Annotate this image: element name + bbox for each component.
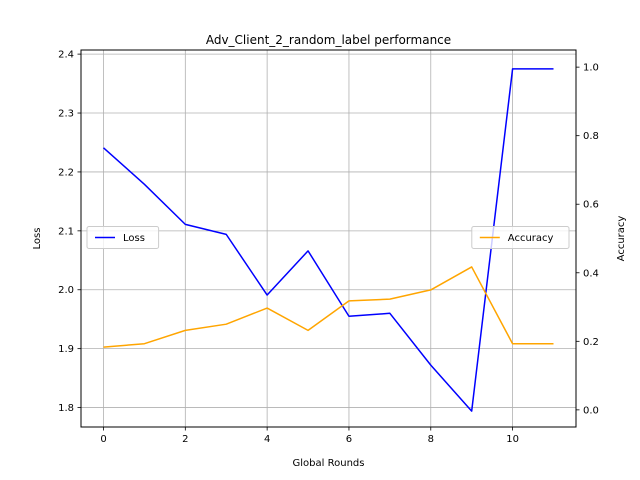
legend-box-loss xyxy=(86,226,160,249)
x-tick-label: 2 xyxy=(182,434,188,445)
y-axis-left-title: Loss xyxy=(32,228,43,250)
y-left-tick-label: 2.3 xyxy=(58,109,74,120)
series-line-accuracy xyxy=(103,266,554,348)
legend-label-accuracy: Accuracy xyxy=(508,233,554,244)
x-tick-label: 0 xyxy=(100,434,106,445)
y-left-tick-label: 2.0 xyxy=(58,285,74,296)
plot-frame xyxy=(80,49,577,428)
x-tick-label: 4 xyxy=(264,434,270,445)
y-right-tick-label: 1.0 xyxy=(583,63,599,74)
y-right-tick-label: 0.8 xyxy=(583,131,599,142)
series-line-loss xyxy=(103,68,554,412)
chart-title: Adv_Client_2_random_label performance xyxy=(206,33,451,47)
legends: Loss Accuracy xyxy=(86,226,570,249)
y-left-tick-label: 2.1 xyxy=(58,226,74,237)
y-left-tick-label: 2.2 xyxy=(58,167,74,178)
x-tick-label: 8 xyxy=(428,434,434,445)
y-left-tick-label: 1.9 xyxy=(58,344,74,355)
y-right-tick-label: 0.6 xyxy=(583,200,599,211)
ticks: 0 2 4 6 8 10 1.8 1.9 2.0 2.1 2.2 2.3 2.4 0.0 0.2 0.4 0.6… xyxy=(58,50,599,445)
y-left-tick-label: 1.8 xyxy=(58,403,74,414)
x-axis-title: Global Rounds xyxy=(293,458,365,469)
x-tick-label: 10 xyxy=(506,434,519,445)
legend-box-accuracy xyxy=(471,226,570,249)
y-left-tick-label: 2.4 xyxy=(58,50,74,61)
y-axis-right-title: Accuracy xyxy=(616,216,627,262)
x-tick-label: 6 xyxy=(346,434,352,445)
y-right-tick-label: 0.0 xyxy=(583,405,599,416)
y-right-tick-label: 0.4 xyxy=(583,268,599,279)
legend-label-loss: Loss xyxy=(123,233,145,244)
y-right-tick-label: 0.2 xyxy=(583,337,599,348)
series xyxy=(103,68,554,412)
